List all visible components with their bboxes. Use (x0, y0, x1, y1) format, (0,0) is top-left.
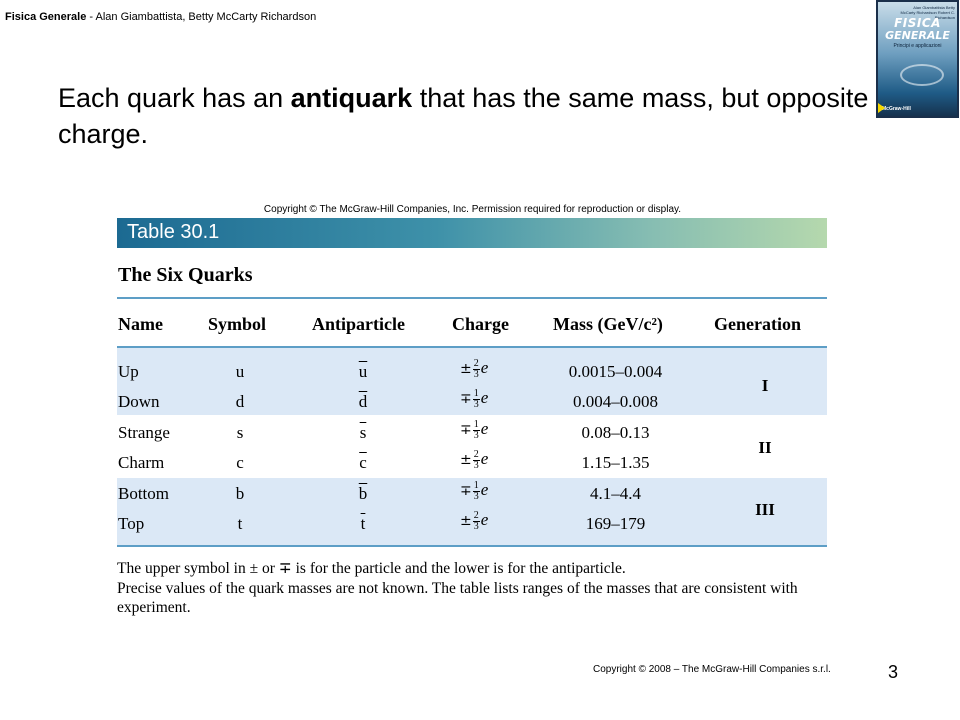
slide-header: Fisica Generale - Alan Giambattista, Bet… (5, 11, 316, 23)
cell-charge: ∓ 1 3 e (460, 388, 510, 410)
cell-name: Down (118, 392, 160, 411)
heading-text-2: that has the same mass, but opposite cha… (58, 83, 869, 149)
charge-sign: ∓ (460, 422, 472, 438)
cover-authors: Alan Giambattista Betty McCarty Richards… (900, 5, 955, 20)
heading-bold-term: antiquark (290, 83, 413, 113)
table-label: Table 30.1 (127, 221, 220, 243)
cell-anti: s (359, 423, 367, 442)
table-bottom-rule (117, 545, 827, 547)
cell-name: Charm (118, 453, 165, 472)
charge-unit: e (480, 449, 489, 468)
cell-anti: d (358, 392, 368, 411)
cover-publisher: McGraw-Hill (882, 106, 911, 112)
cell-charge: ±2 3 e (460, 510, 510, 532)
cover-title-line1: FISICA (894, 16, 941, 30)
charge-sign: ± (460, 513, 472, 529)
table-top-rule (117, 297, 827, 299)
generation-label-1: I (761, 376, 769, 395)
cell-anti: t (360, 514, 366, 533)
heading-text-1: Each quark has an (58, 83, 291, 113)
cell-charge: ±2 3 e (460, 449, 510, 471)
fraction-numerator: 1 (472, 387, 480, 400)
table-caption: The Six Quarks (118, 264, 253, 286)
col-header-charge: Charge (452, 314, 509, 334)
fraction-numerator: 2 (472, 509, 480, 522)
cover-subtitle: Principi e applicazioni (893, 43, 942, 49)
book-title: Fisica Generale (5, 11, 87, 23)
fraction-denominator: 3 (473, 520, 479, 532)
fraction-denominator: 3 (473, 459, 479, 471)
cell-mass: 0.004–0.008 (573, 392, 658, 411)
charge-unit: e (480, 510, 489, 529)
col-header-generation: Generation (714, 314, 801, 334)
table-note-2: Precise values of the quark masses are n… (117, 580, 798, 616)
generation-label-2: II (758, 438, 772, 457)
header-rule (117, 346, 827, 348)
charge-unit: e (480, 480, 489, 499)
table-copyright: Copyright © The McGraw-Hill Companies, I… (263, 204, 682, 215)
charge-unit: e (480, 358, 489, 377)
cell-symbol: u (235, 362, 245, 381)
fraction-denominator: 3 (473, 368, 479, 380)
cell-anti: b (358, 484, 368, 503)
fraction-numerator: 1 (472, 418, 480, 431)
col-header-antiparticle: Antiparticle (312, 314, 405, 334)
cell-anti: u (358, 362, 368, 381)
slide-marker-icon (878, 103, 885, 113)
cell-anti: c (359, 453, 367, 472)
fraction-numerator: 2 (472, 357, 480, 370)
fraction-denominator: 3 (473, 490, 479, 502)
cell-symbol: b (235, 484, 245, 503)
charge-sign: ∓ (460, 483, 472, 499)
generation-label-3: III (755, 500, 775, 519)
col-header-name: Name (118, 314, 163, 334)
charge-unit: e (480, 388, 489, 407)
cell-charge: ∓ 1 3 e (460, 419, 510, 441)
page-number: 3 (888, 662, 899, 682)
cell-mass: 169–179 (585, 514, 646, 533)
cell-mass: 0.0015–0.004 (568, 362, 663, 381)
cell-symbol: s (236, 423, 244, 442)
cell-symbol: t (237, 514, 243, 533)
generation-band-3 (117, 478, 827, 545)
charge-sign: ∓ (460, 391, 472, 407)
col-header-symbol: Symbol (208, 314, 267, 334)
fraction-denominator: 3 (473, 429, 479, 441)
cell-name: Up (118, 362, 139, 381)
fraction-numerator: 2 (472, 448, 480, 461)
cell-mass: 1.15–1.35 (581, 453, 650, 472)
charge-sign: ± (460, 361, 472, 377)
cell-mass: 4.1–4.4 (590, 484, 641, 503)
cell-charge: ∓ 1 3 e (460, 480, 510, 502)
cover-title-line2: GENERALE (885, 29, 950, 42)
generation-band-1 (117, 348, 827, 415)
fraction-numerator: 1 (472, 479, 480, 492)
cell-name: Strange (118, 423, 170, 442)
cell-mass: 0.08–0.13 (581, 423, 650, 442)
fraction-denominator: 3 (473, 398, 479, 410)
cell-name: Bottom (118, 484, 170, 503)
footer-copyright: Copyright © 2008 – The McGraw-Hill Compa… (593, 664, 831, 675)
charge-sign: ± (460, 452, 472, 468)
water-drop-graphic (900, 64, 944, 86)
table-label-bar: Table 30.1 (117, 218, 827, 248)
cell-charge: ±2 3 e (460, 358, 510, 380)
slide-heading: Each quark has an antiquark that has the… (58, 80, 898, 152)
cell-symbol: c (236, 453, 244, 472)
charge-unit: e (480, 419, 489, 438)
book-authors: - Alan Giambattista, Betty McCarty Richa… (86, 11, 317, 23)
cell-symbol: d (235, 392, 245, 411)
book-cover-image: Alan Giambattista Betty McCarty Richards… (876, 0, 959, 118)
table-note-1: The upper symbol in ± or ∓ is for the pa… (117, 560, 626, 577)
col-header-mass: Mass (GeV/c²) (553, 314, 663, 334)
cell-name: Top (118, 514, 145, 533)
